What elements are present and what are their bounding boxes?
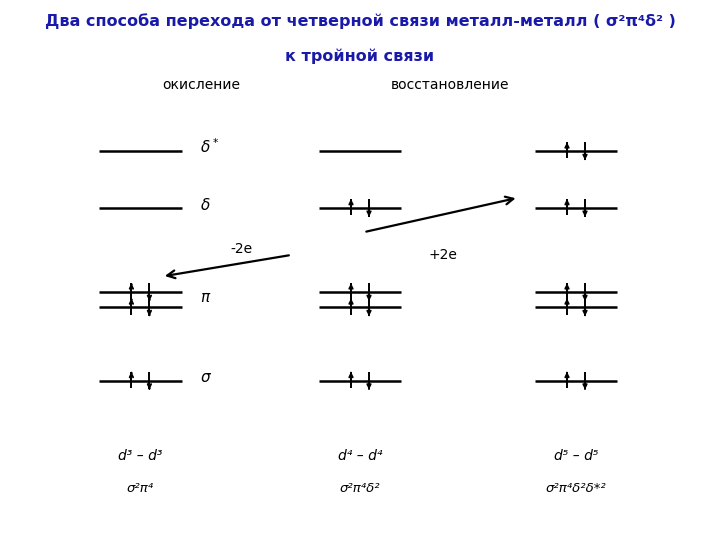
Text: d⁵ – d⁵: d⁵ – d⁵ xyxy=(554,449,598,463)
Text: +2e: +2e xyxy=(428,248,457,262)
Text: σ²π⁴: σ²π⁴ xyxy=(127,482,154,495)
Text: Два способа перехода от четверной связи металл-металл ( σ²π⁴δ² ): Два способа перехода от четверной связи … xyxy=(45,14,675,29)
Text: $\pi$: $\pi$ xyxy=(200,289,211,305)
Text: d³ – d³: d³ – d³ xyxy=(118,449,163,463)
Text: $\sigma$: $\sigma$ xyxy=(200,370,212,386)
Text: d⁴ – d⁴: d⁴ – d⁴ xyxy=(338,449,382,463)
Text: σ²π⁴δ²δ*²: σ²π⁴δ²δ*² xyxy=(546,482,606,495)
Text: к тройной связи: к тройной связи xyxy=(285,49,435,64)
Text: окисление: окисление xyxy=(163,78,240,92)
Text: σ²π⁴δ²: σ²π⁴δ² xyxy=(340,482,380,495)
Text: $\delta$: $\delta$ xyxy=(200,197,210,213)
Text: восстановление: восстановление xyxy=(391,78,509,92)
Text: $\delta^*$: $\delta^*$ xyxy=(200,138,220,156)
Text: -2e: -2e xyxy=(230,242,252,256)
